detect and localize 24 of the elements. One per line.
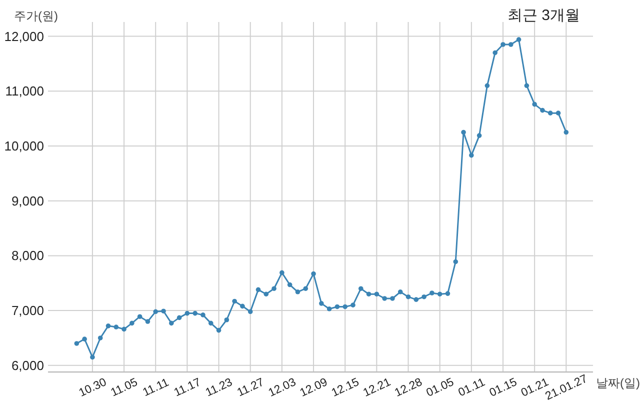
x-axis-title: 날짜(일) xyxy=(596,376,640,390)
y-tick-label: 11,000 xyxy=(5,84,44,99)
x-tick-label: 01.05 xyxy=(424,376,456,400)
y-tick-label: 9,000 xyxy=(11,193,44,208)
y-tick-label: 10,000 xyxy=(4,138,44,154)
x-tick-label: 12.15 xyxy=(330,376,362,400)
chart-title: 최근 3개월 xyxy=(507,7,580,24)
x-tick-label: 11.17 xyxy=(172,376,203,400)
y-tick-label: 8,000 xyxy=(11,248,44,264)
x-tick-label: 01.11 xyxy=(456,376,488,400)
y-axis-title: 주가(원) xyxy=(14,9,58,23)
x-tick-label: 11.11 xyxy=(141,376,171,400)
x-tick-label: 11.27 xyxy=(236,376,266,400)
x-tick-label: 01.15 xyxy=(488,376,519,400)
y-tick-label: 7,000 xyxy=(11,303,44,318)
y-tick-label: 12,000 xyxy=(4,28,44,44)
y-tick-label: 6,000 xyxy=(11,358,44,373)
x-tick-label: 12.21 xyxy=(362,376,393,400)
x-tick-label: 11.05 xyxy=(109,376,140,400)
x-tick-label: 10.30 xyxy=(77,376,108,400)
x-tick-label: 12.28 xyxy=(393,376,424,400)
x-tick-label: 12.03 xyxy=(266,376,298,400)
x-tick-label: 11.23 xyxy=(204,376,234,400)
x-tick-label: 12.09 xyxy=(298,376,330,400)
